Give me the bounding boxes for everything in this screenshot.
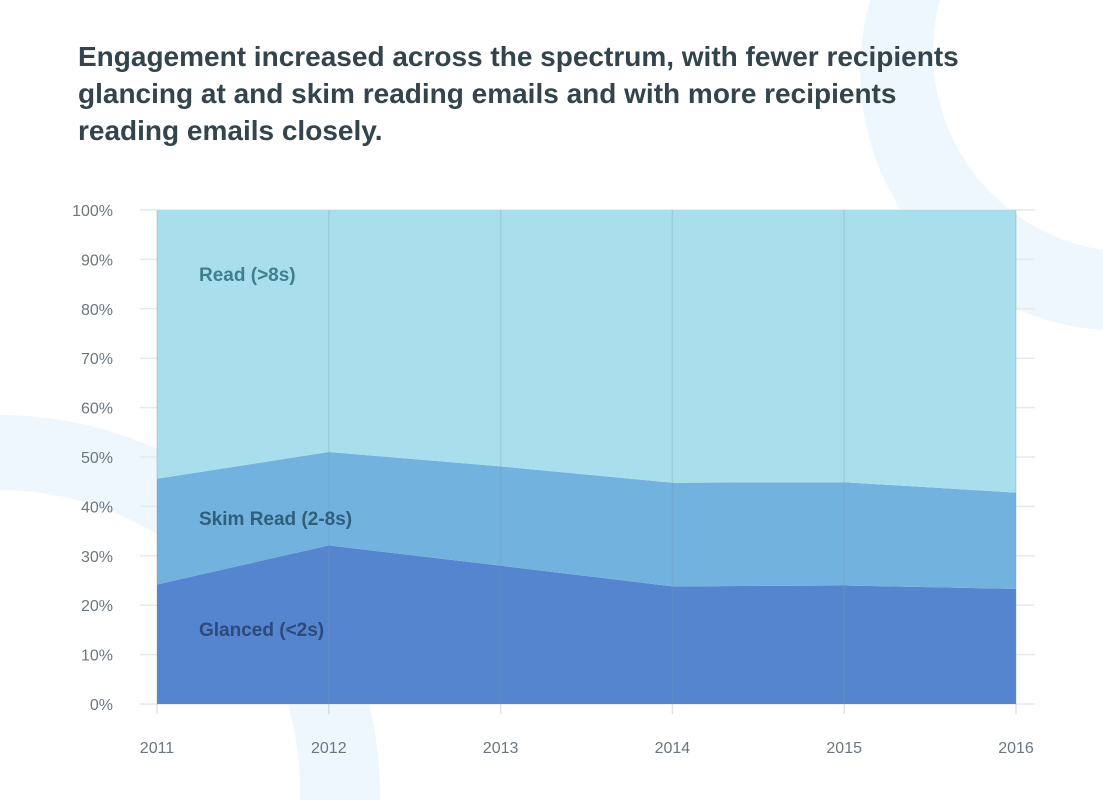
y-tick-label: 60% [81, 401, 113, 418]
area-series-2 [157, 210, 1016, 493]
y-tick-label: 0% [90, 697, 113, 714]
x-tick-label: 2012 [311, 740, 347, 757]
x-tick-label: 2011 [140, 740, 175, 757]
series-label: Glanced (<2s) [199, 620, 324, 641]
x-tick-label: 2016 [998, 740, 1034, 757]
series-label: Skim Read (2-8s) [199, 509, 352, 530]
y-tick-label: 10% [81, 648, 113, 665]
y-tick-label: 20% [81, 598, 113, 615]
series-label: Read (>8s) [199, 265, 296, 286]
y-tick-label: 70% [81, 351, 113, 368]
x-tick-label: 2015 [826, 740, 862, 757]
x-tick-label: 2013 [483, 740, 519, 757]
y-tick-label: 80% [81, 302, 113, 319]
area-series-0 [157, 545, 1016, 704]
y-tick-label: 50% [81, 450, 113, 467]
y-tick-label: 40% [81, 499, 113, 516]
y-tick-label: 100% [72, 203, 113, 220]
x-tick-label: 2014 [655, 740, 691, 757]
area-series-1 [157, 452, 1016, 589]
y-tick-label: 30% [81, 549, 113, 566]
decorative-arc-top-right [860, 0, 1103, 330]
chart-title: Engagement increased across the spectrum… [78, 41, 959, 146]
y-tick-label: 90% [81, 252, 113, 269]
